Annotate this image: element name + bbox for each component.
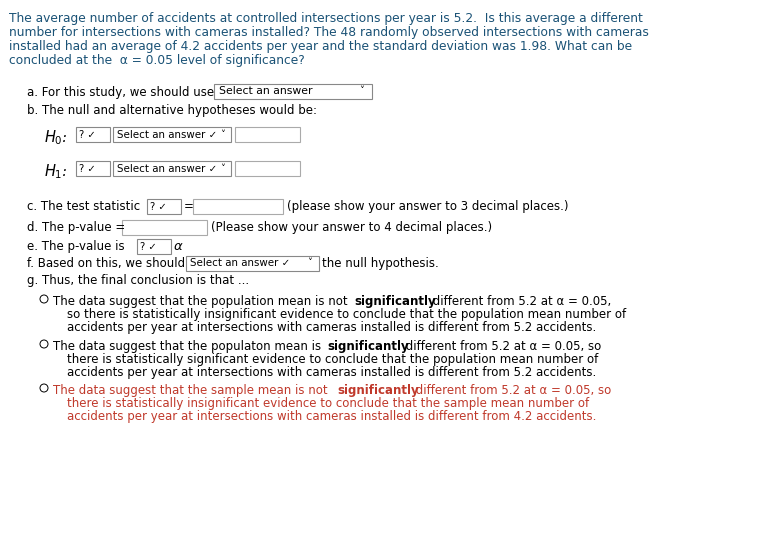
Text: The data suggest that the population mean is not: The data suggest that the population mea… (53, 295, 351, 308)
Text: accidents per year at intersections with cameras installed is different from 5.2: accidents per year at intersections with… (67, 321, 596, 334)
Text: ˅: ˅ (220, 129, 225, 139)
Text: concluded at the  α = 0.05 level of significance?: concluded at the α = 0.05 level of signi… (9, 54, 305, 67)
Text: Select an answer ✓: Select an answer ✓ (190, 258, 290, 269)
FancyBboxPatch shape (76, 161, 110, 176)
Text: Select an answer ✓: Select an answer ✓ (117, 129, 217, 139)
Text: different from 5.2 at α = 0.05, so: different from 5.2 at α = 0.05, so (412, 384, 611, 397)
Text: accidents per year at intersections with cameras installed is different from 5.2: accidents per year at intersections with… (67, 366, 596, 379)
Text: significantly: significantly (354, 295, 435, 308)
Text: (Please show your answer to 4 decimal places.): (Please show your answer to 4 decimal pl… (211, 221, 492, 234)
Text: different from 5.2 at α = 0.05,: different from 5.2 at α = 0.05, (429, 295, 611, 308)
Text: g. Thus, the final conclusion is that ...: g. Thus, the final conclusion is that ..… (27, 274, 249, 287)
Text: The average number of accidents at controlled intersections per year is 5.2.  Is: The average number of accidents at contr… (9, 12, 643, 25)
FancyBboxPatch shape (113, 127, 231, 142)
Text: $H_1$:: $H_1$: (44, 162, 68, 181)
FancyBboxPatch shape (186, 256, 319, 271)
FancyBboxPatch shape (76, 127, 110, 142)
Text: Select an answer: Select an answer (219, 86, 312, 97)
Text: ? ✓: ? ✓ (151, 201, 167, 211)
Text: accidents per year at intersections with cameras installed is different from 4.2: accidents per year at intersections with… (67, 410, 597, 423)
FancyBboxPatch shape (214, 84, 372, 99)
Text: The data suggest that the populaton mean is: The data suggest that the populaton mean… (53, 340, 325, 353)
Text: a. For this study, we should use: a. For this study, we should use (27, 86, 214, 99)
Text: number for intersections with cameras installed? The 48 randomly observed inters: number for intersections with cameras in… (9, 26, 649, 39)
Text: significantly: significantly (327, 340, 409, 353)
Text: installed had an average of 4.2 accidents per year and the standard deviation wa: installed had an average of 4.2 accident… (9, 40, 632, 53)
FancyBboxPatch shape (122, 220, 207, 235)
Text: there is statistically significant evidence to conclude that the population mean: there is statistically significant evide… (67, 353, 598, 366)
Text: c. The test statistic: c. The test statistic (27, 200, 140, 213)
Text: (please show your answer to 3 decimal places.): (please show your answer to 3 decimal pl… (287, 200, 568, 213)
Text: α: α (174, 240, 183, 253)
Text: ˅: ˅ (307, 258, 312, 269)
Text: Select an answer ✓: Select an answer ✓ (117, 164, 217, 174)
Text: significantly: significantly (337, 384, 419, 397)
FancyBboxPatch shape (235, 161, 300, 176)
Text: the null hypothesis.: the null hypothesis. (322, 257, 439, 270)
FancyBboxPatch shape (113, 161, 231, 176)
Text: =: = (184, 200, 194, 213)
FancyBboxPatch shape (137, 239, 171, 254)
FancyBboxPatch shape (147, 199, 181, 214)
Text: $H_0$:: $H_0$: (44, 128, 68, 147)
Text: there is statistically insignificant evidence to conclude that the sample mean n: there is statistically insignificant evi… (67, 397, 589, 410)
Text: d. The p-value =: d. The p-value = (27, 221, 125, 234)
Text: f. Based on this, we should: f. Based on this, we should (27, 257, 185, 270)
Text: so there is statistically insignificant evidence to conclude that the population: so there is statistically insignificant … (67, 308, 626, 321)
Text: b. The null and alternative hypotheses would be:: b. The null and alternative hypotheses w… (27, 104, 317, 117)
Text: The data suggest that the sample mean is not: The data suggest that the sample mean is… (53, 384, 332, 397)
Text: ˅: ˅ (220, 164, 225, 174)
Text: different from 5.2 at α = 0.05, so: different from 5.2 at α = 0.05, so (402, 340, 601, 353)
FancyBboxPatch shape (235, 127, 300, 142)
Text: e. The p-value is: e. The p-value is (27, 240, 125, 253)
Text: ? ✓: ? ✓ (141, 242, 157, 252)
Text: ? ✓: ? ✓ (79, 129, 96, 139)
FancyBboxPatch shape (193, 199, 283, 214)
Text: ˅: ˅ (359, 86, 364, 97)
Text: ? ✓: ? ✓ (79, 164, 96, 174)
